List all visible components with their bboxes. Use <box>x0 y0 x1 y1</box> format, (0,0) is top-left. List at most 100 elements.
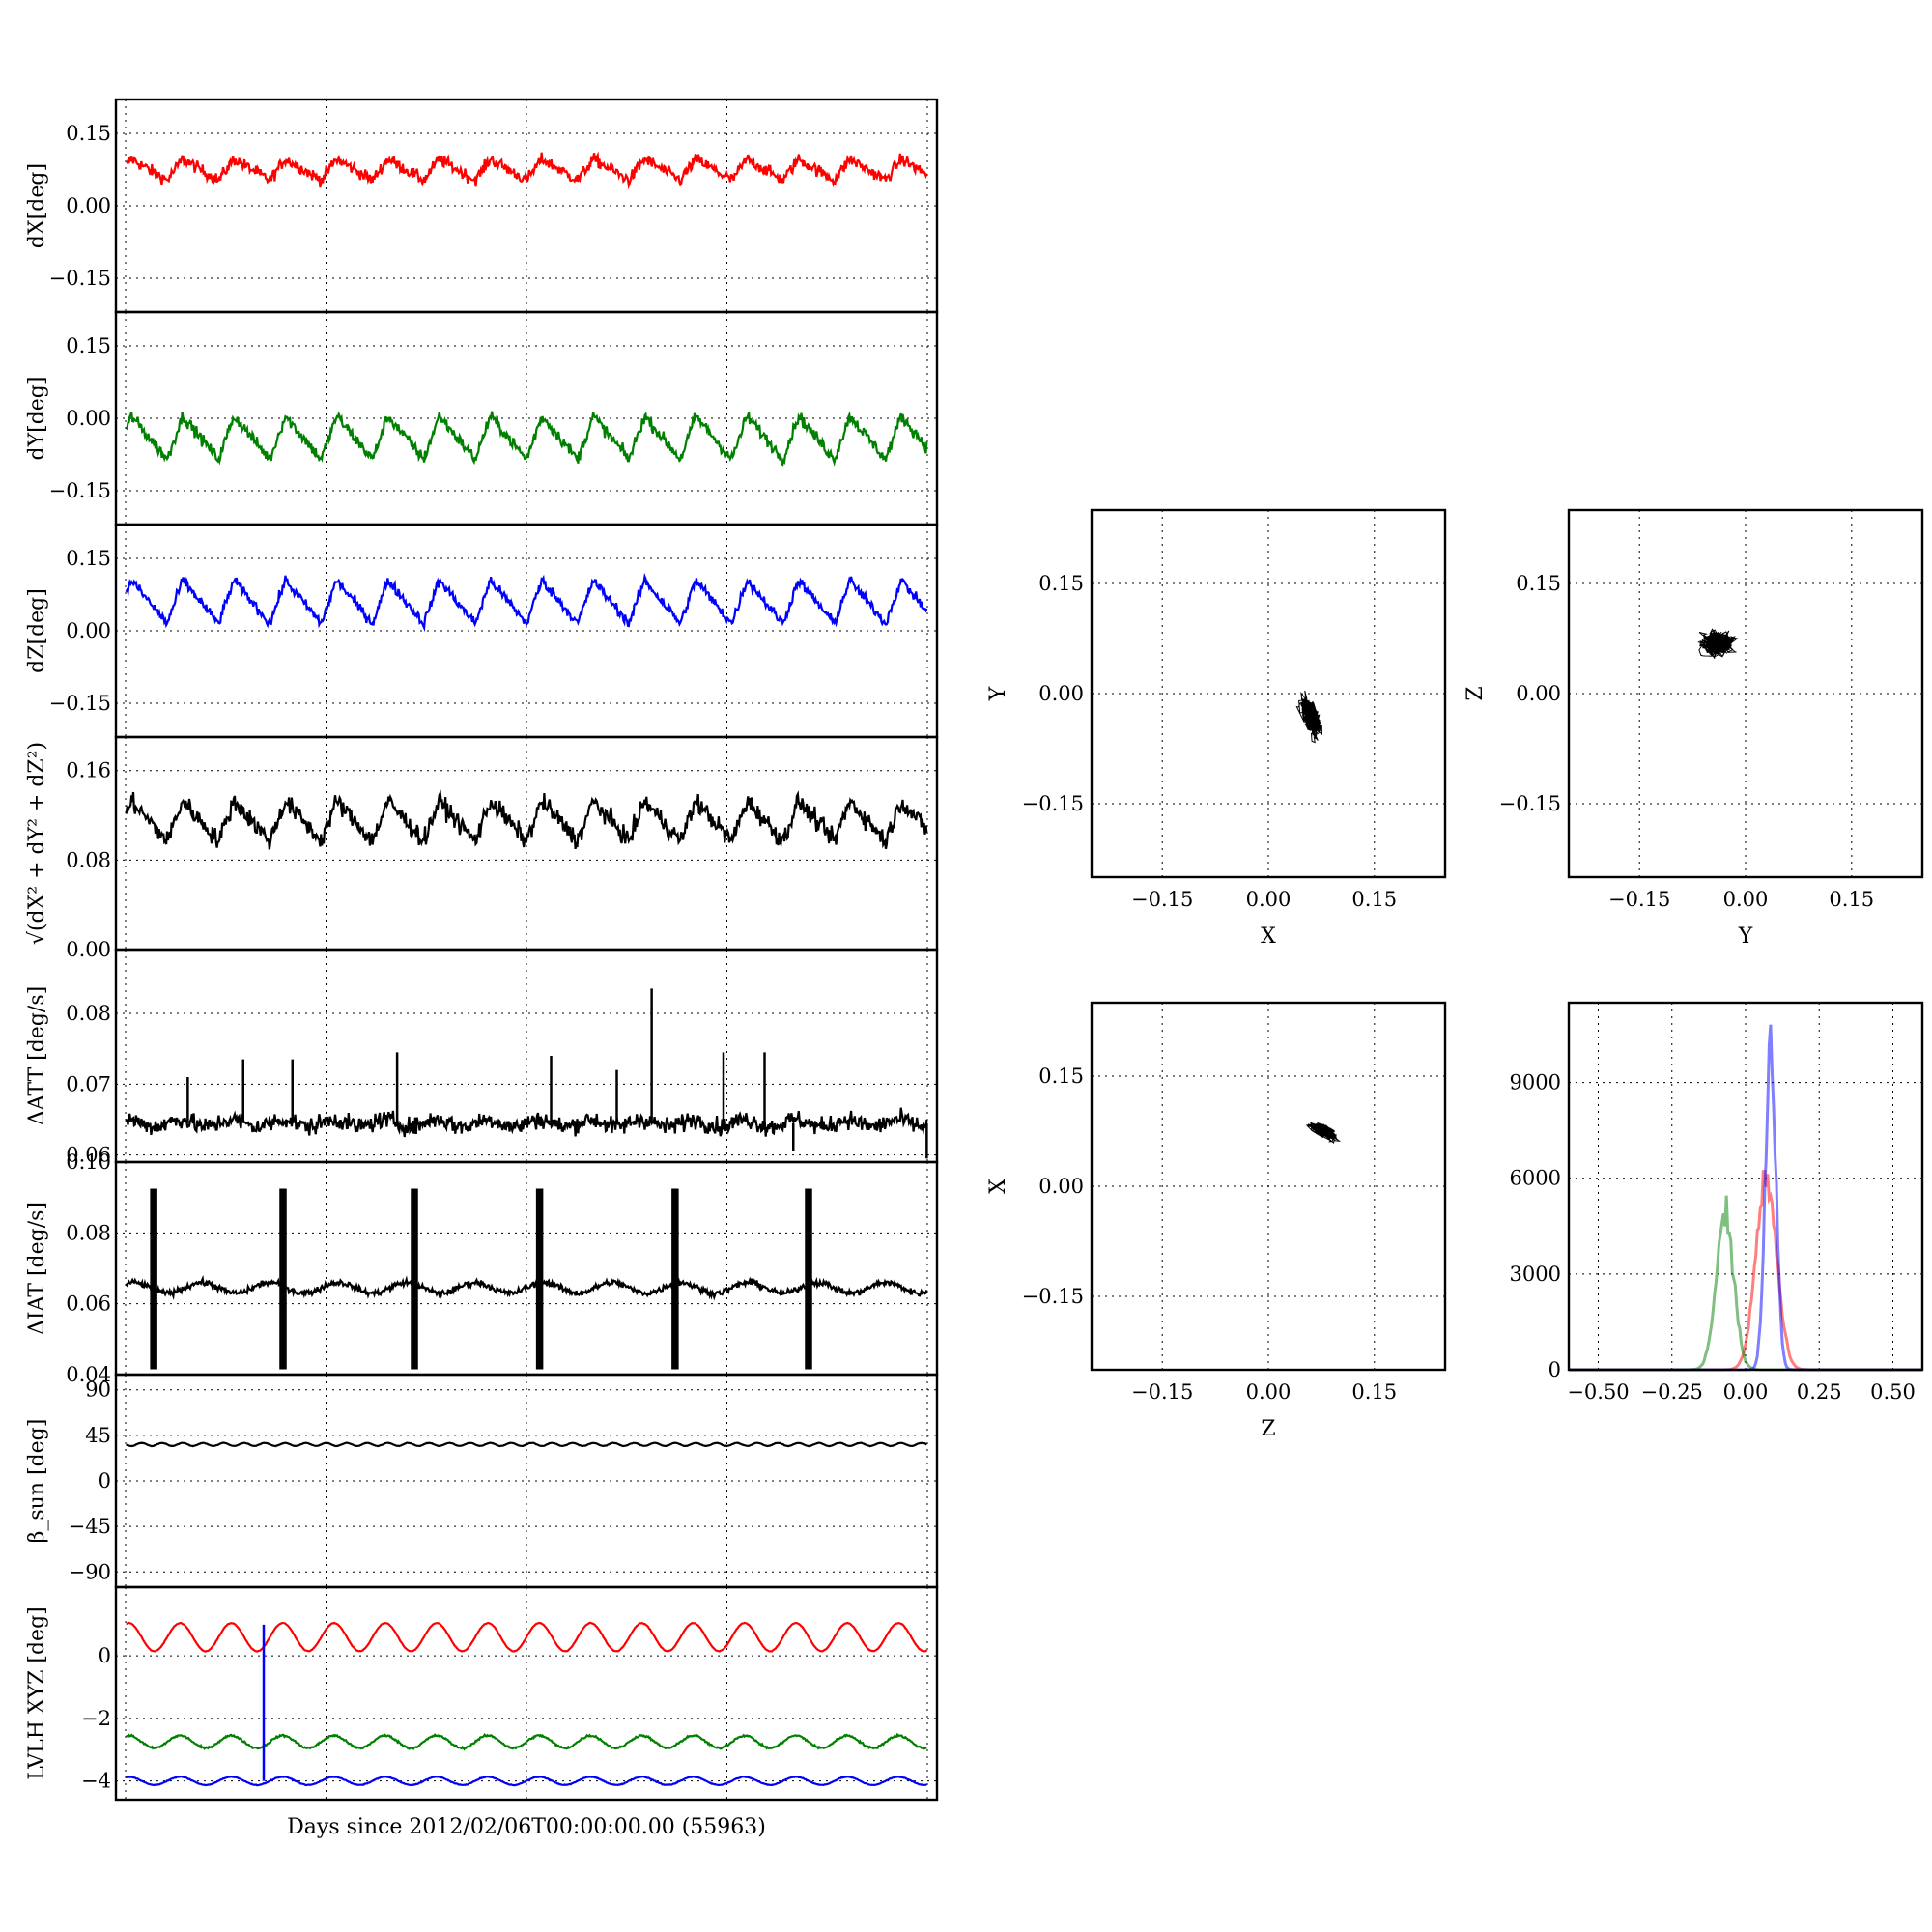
y-tick-label: 0.06 <box>66 1293 111 1316</box>
x-tick-label: 0.15 <box>1829 888 1874 911</box>
histogram-line-0 <box>1569 1169 1922 1372</box>
series-line-0 <box>126 1621 928 1653</box>
y-tick-label: 9000 <box>1510 1071 1561 1094</box>
x-tick-label: 0.00 <box>1246 888 1292 911</box>
plots: 0.150.00−0.15dX[deg]0.150.00−0.15dY[deg]… <box>25 98 1924 1802</box>
y-tick-label: 0.15 <box>66 334 111 357</box>
y-tick-label: 0.00 <box>66 194 111 217</box>
panel-3: 0.16 0.08 0.00 √(dX² + dY² + dZ²) <box>25 735 939 961</box>
y-tick-label: 3000 <box>1510 1263 1561 1286</box>
x-tick-label: 0.00 <box>1246 1380 1292 1404</box>
y-tick-label: 0.04 <box>66 1363 111 1386</box>
y-tick-label: 0.00 <box>1038 682 1084 705</box>
y-axis-label: dX[deg] <box>25 163 49 248</box>
panel-10: −0.15 0.00 0.15 0.15 0.00 −0.15 Z X <box>986 1001 1447 1441</box>
y-axis-label: ΔATT [deg/s] <box>25 986 49 1125</box>
y-tick-label: −0.15 <box>49 692 111 715</box>
panel-frame <box>1567 1001 1924 1372</box>
y-tick-label: 0 <box>1548 1358 1561 1381</box>
y-tick-label: 90 <box>85 1378 111 1402</box>
y-tick-label: −0.15 <box>49 479 111 502</box>
panel-4: 0.08 0.07 0.06 ΔATT [deg/s] <box>25 948 939 1167</box>
scatter-trace <box>1295 690 1323 744</box>
panel-frame <box>114 1585 939 1802</box>
series-line-0 <box>126 151 928 190</box>
series-line-0 <box>125 789 928 850</box>
y-tick-label: −0.15 <box>49 267 111 290</box>
panel-7: 0 −2 −4 LVLH XYZ [deg] <box>25 1585 939 1802</box>
x-tick-label: −0.15 <box>1608 888 1670 911</box>
x-tick-label: −0.25 <box>1641 1380 1703 1404</box>
panel-8: −0.15 0.00 0.15 0.15 0.00 −0.15 X Y <box>986 508 1447 949</box>
y-tick-label: 6000 <box>1510 1167 1561 1190</box>
x-tick-label: 0.00 <box>1723 888 1769 911</box>
y-tick-label: 0.08 <box>66 848 111 871</box>
series-line-0 <box>125 1107 928 1138</box>
y-tick-label: 0.00 <box>1516 682 1561 705</box>
y-tick-label: −2 <box>81 1707 111 1730</box>
y-axis-label: β_sun [deg] <box>25 1419 49 1544</box>
panel-frame <box>114 735 939 952</box>
x-axis-label: X <box>1261 924 1276 949</box>
y-axis-label: LVLH XYZ [deg] <box>25 1606 49 1780</box>
series-line-2 <box>126 1775 927 1787</box>
y-tick-label: 0.08 <box>66 1221 111 1244</box>
y-axis-label: Z <box>1463 686 1488 700</box>
y-tick-label: 0.08 <box>66 1002 111 1025</box>
x-tick-label: −0.50 <box>1567 1380 1629 1404</box>
x-tick-label: 0.50 <box>1870 1380 1916 1404</box>
y-tick-label: 0.16 <box>66 759 111 782</box>
y-axis-label: Y <box>986 686 1010 701</box>
x-axis-label: Z <box>1261 1417 1275 1441</box>
y-tick-label: 0.15 <box>1038 572 1084 595</box>
y-tick-label: 0.15 <box>1038 1065 1084 1088</box>
y-axis-label: ΔIAT [deg/s] <box>25 1202 49 1335</box>
panel-5: 0.10 0.08 0.06 0.04 ΔIAT [deg/s] <box>25 1151 939 1386</box>
y-tick-label: 0.07 <box>66 1072 111 1095</box>
x-tick-label: 0.15 <box>1351 888 1397 911</box>
x-tick-label: 0.15 <box>1351 1380 1397 1404</box>
panel-11: −0.50 −0.25 0.00 0.25 0.50 9000 6000 3000 0 <box>1510 1001 1924 1404</box>
y-tick-label: 0.00 <box>66 938 111 961</box>
series-line-0 <box>126 411 928 467</box>
y-tick-label: 0.15 <box>1516 572 1561 595</box>
y-tick-label: −4 <box>81 1770 111 1793</box>
y-axis-label: X <box>986 1179 1010 1194</box>
y-tick-label: −45 <box>69 1515 111 1538</box>
series-line-0 <box>125 572 928 633</box>
panel-frame <box>1567 508 1924 879</box>
x-tick-label: −0.15 <box>1131 1380 1193 1404</box>
panel-frame <box>1090 1001 1447 1372</box>
y-tick-label: 0 <box>99 1644 111 1667</box>
series-line-0 <box>125 1274 928 1301</box>
histogram-line-2 <box>1569 1024 1922 1372</box>
y-axis-label: √(dX² + dY² + dZ²) <box>25 742 49 945</box>
y-tick-label: −0.15 <box>1499 792 1561 815</box>
panel-frame <box>1090 508 1447 879</box>
x-axis-label: Days since 2012/02/06T00:00:00.00 (55963… <box>287 1815 766 1839</box>
scatter-trace <box>1697 628 1739 660</box>
panel-6: 90 45 0 −45 −90 β_sun [deg] <box>25 1373 939 1589</box>
panel-9: −0.15 0.00 0.15 0.15 0.00 −0.15 Y Z <box>1463 508 1924 949</box>
y-tick-label: 45 <box>85 1424 111 1447</box>
y-axis-label: dZ[deg] <box>25 588 49 673</box>
y-tick-label: 0.06 <box>66 1144 111 1167</box>
y-tick-label: 0.00 <box>1038 1175 1084 1198</box>
y-tick-label: 0.15 <box>66 122 111 145</box>
y-tick-label: 0.10 <box>66 1151 111 1174</box>
x-tick-label: −0.15 <box>1131 888 1193 911</box>
series-line-0 <box>126 1441 928 1448</box>
y-tick-label: 0.00 <box>66 619 111 642</box>
x-axis-label: Y <box>1738 924 1753 949</box>
y-axis-label: dY[deg] <box>25 377 49 461</box>
x-tick-label: 0.25 <box>1797 1380 1842 1404</box>
y-tick-label: 0 <box>99 1469 111 1492</box>
scatter-trace <box>1305 1122 1342 1145</box>
y-tick-label: −0.15 <box>1022 1285 1084 1308</box>
y-tick-label: 0.15 <box>66 547 111 570</box>
panel-frame <box>114 1160 939 1377</box>
